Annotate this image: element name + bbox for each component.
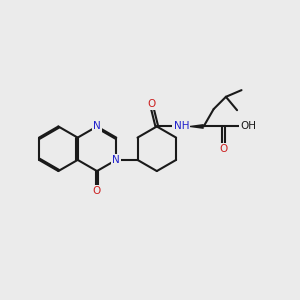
Text: NH: NH — [174, 122, 189, 131]
Text: OH: OH — [240, 122, 256, 131]
Text: N: N — [93, 122, 101, 131]
Polygon shape — [185, 124, 204, 129]
Text: O: O — [220, 144, 228, 154]
Text: O: O — [93, 186, 101, 196]
Text: O: O — [148, 99, 156, 109]
Text: N: N — [112, 155, 120, 165]
Text: H: H — [245, 122, 253, 131]
